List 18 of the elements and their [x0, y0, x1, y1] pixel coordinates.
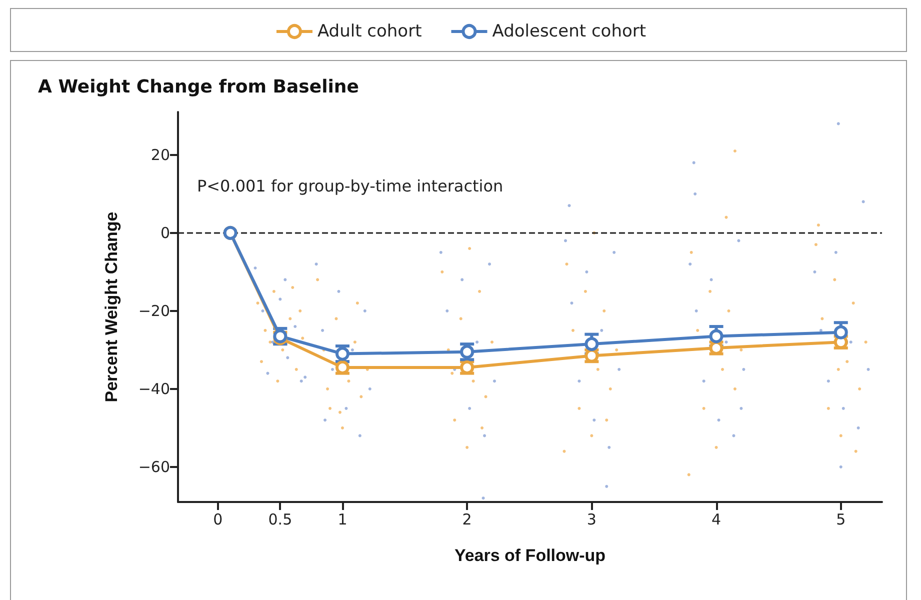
x-tick-label: 0.5 [268, 510, 292, 528]
y-tick-label: −60 [138, 458, 170, 476]
x-axis-title: Years of Follow-up [454, 546, 606, 565]
chart-title: A Weight Change from Baseline [38, 76, 359, 98]
y-tick-label: 0 [160, 224, 170, 242]
x-tick-label: 2 [462, 510, 472, 528]
y-tick-label: −40 [138, 380, 170, 398]
y-tick-label: −20 [138, 302, 170, 320]
legend-label: Adult cohort [317, 22, 422, 42]
x-tick-label: 5 [836, 510, 846, 528]
x-tick-label: 0 [213, 510, 223, 528]
x-tick-label: 3 [586, 510, 596, 528]
y-axis-title: Percent Weight Change [102, 212, 121, 402]
x-tick-label: 4 [712, 510, 722, 528]
x-tick-label: 1 [338, 510, 348, 528]
y-tick-label: 20 [150, 146, 170, 164]
legend-label: Adolescent cohort [492, 22, 646, 42]
annotation: P<0.001 for group-by-time interaction [197, 176, 504, 196]
